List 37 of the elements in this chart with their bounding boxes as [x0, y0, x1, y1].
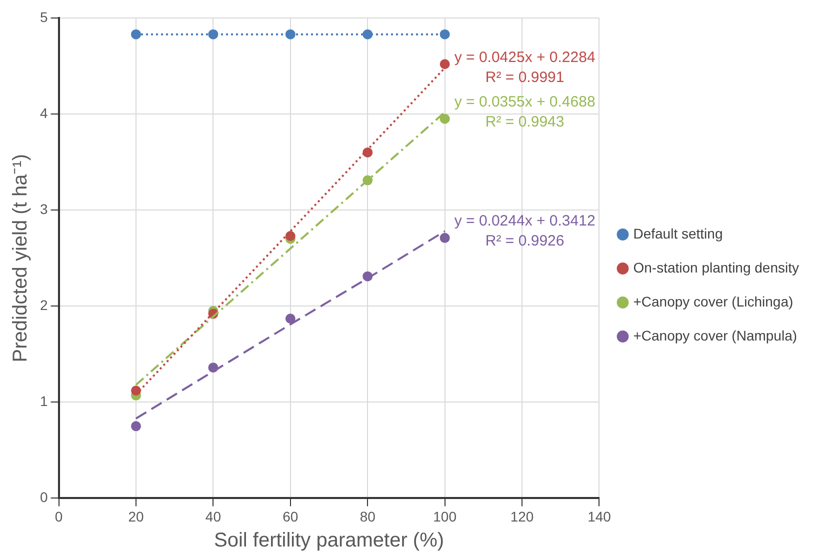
y-tick-label: 4: [40, 104, 48, 121]
point: [440, 59, 450, 70]
y-tick-label: 5: [40, 8, 48, 25]
point: [362, 147, 373, 158]
y-axis-title: Predidcted yield (t ha⁻¹): [10, 154, 32, 362]
x-tick-label: 40: [205, 508, 222, 524]
x-tick-label: 20: [128, 508, 144, 524]
point: [130, 29, 141, 40]
annotation: y = 0.0244x + 0.3412 R² = 0.9926: [454, 212, 596, 250]
legend-label: +Canopy cover (Lichinga): [633, 293, 794, 310]
y-tick-label: 2: [40, 296, 48, 313]
legend-label: +Canopy cover (Nampula): [633, 327, 798, 344]
point: [440, 29, 450, 40]
point: [130, 386, 141, 396]
x-tick-label: 140: [588, 508, 612, 524]
x-tick-label: 60: [282, 508, 298, 524]
x-tick-label: 100: [433, 508, 457, 524]
annotation: y = 0.0425x + 0.2284 R² = 0.9991: [454, 49, 596, 86]
y-tick-label: 0: [40, 489, 48, 506]
point: [285, 231, 296, 242]
point: [208, 29, 218, 40]
line-series: [134, 230, 446, 420]
x-axis-title: Soil fertility parameter (%): [214, 530, 444, 552]
point: [362, 29, 373, 40]
annotation: y = 0.0355x + 0.4688 R² = 0.9943: [454, 93, 596, 130]
point: [440, 232, 450, 243]
point: [285, 314, 296, 324]
x-tick-label: 80: [360, 508, 376, 524]
x-tick-label: 0: [54, 508, 63, 524]
legend-label: On-station planting density: [633, 259, 799, 276]
point: [130, 421, 141, 432]
legend-label: Default setting: [633, 225, 723, 242]
point: [285, 29, 296, 40]
point: [440, 114, 450, 124]
y-tick-label: 1: [40, 393, 48, 410]
x-tick-label: 120: [510, 508, 534, 524]
y-tick-label: 3: [40, 200, 48, 217]
